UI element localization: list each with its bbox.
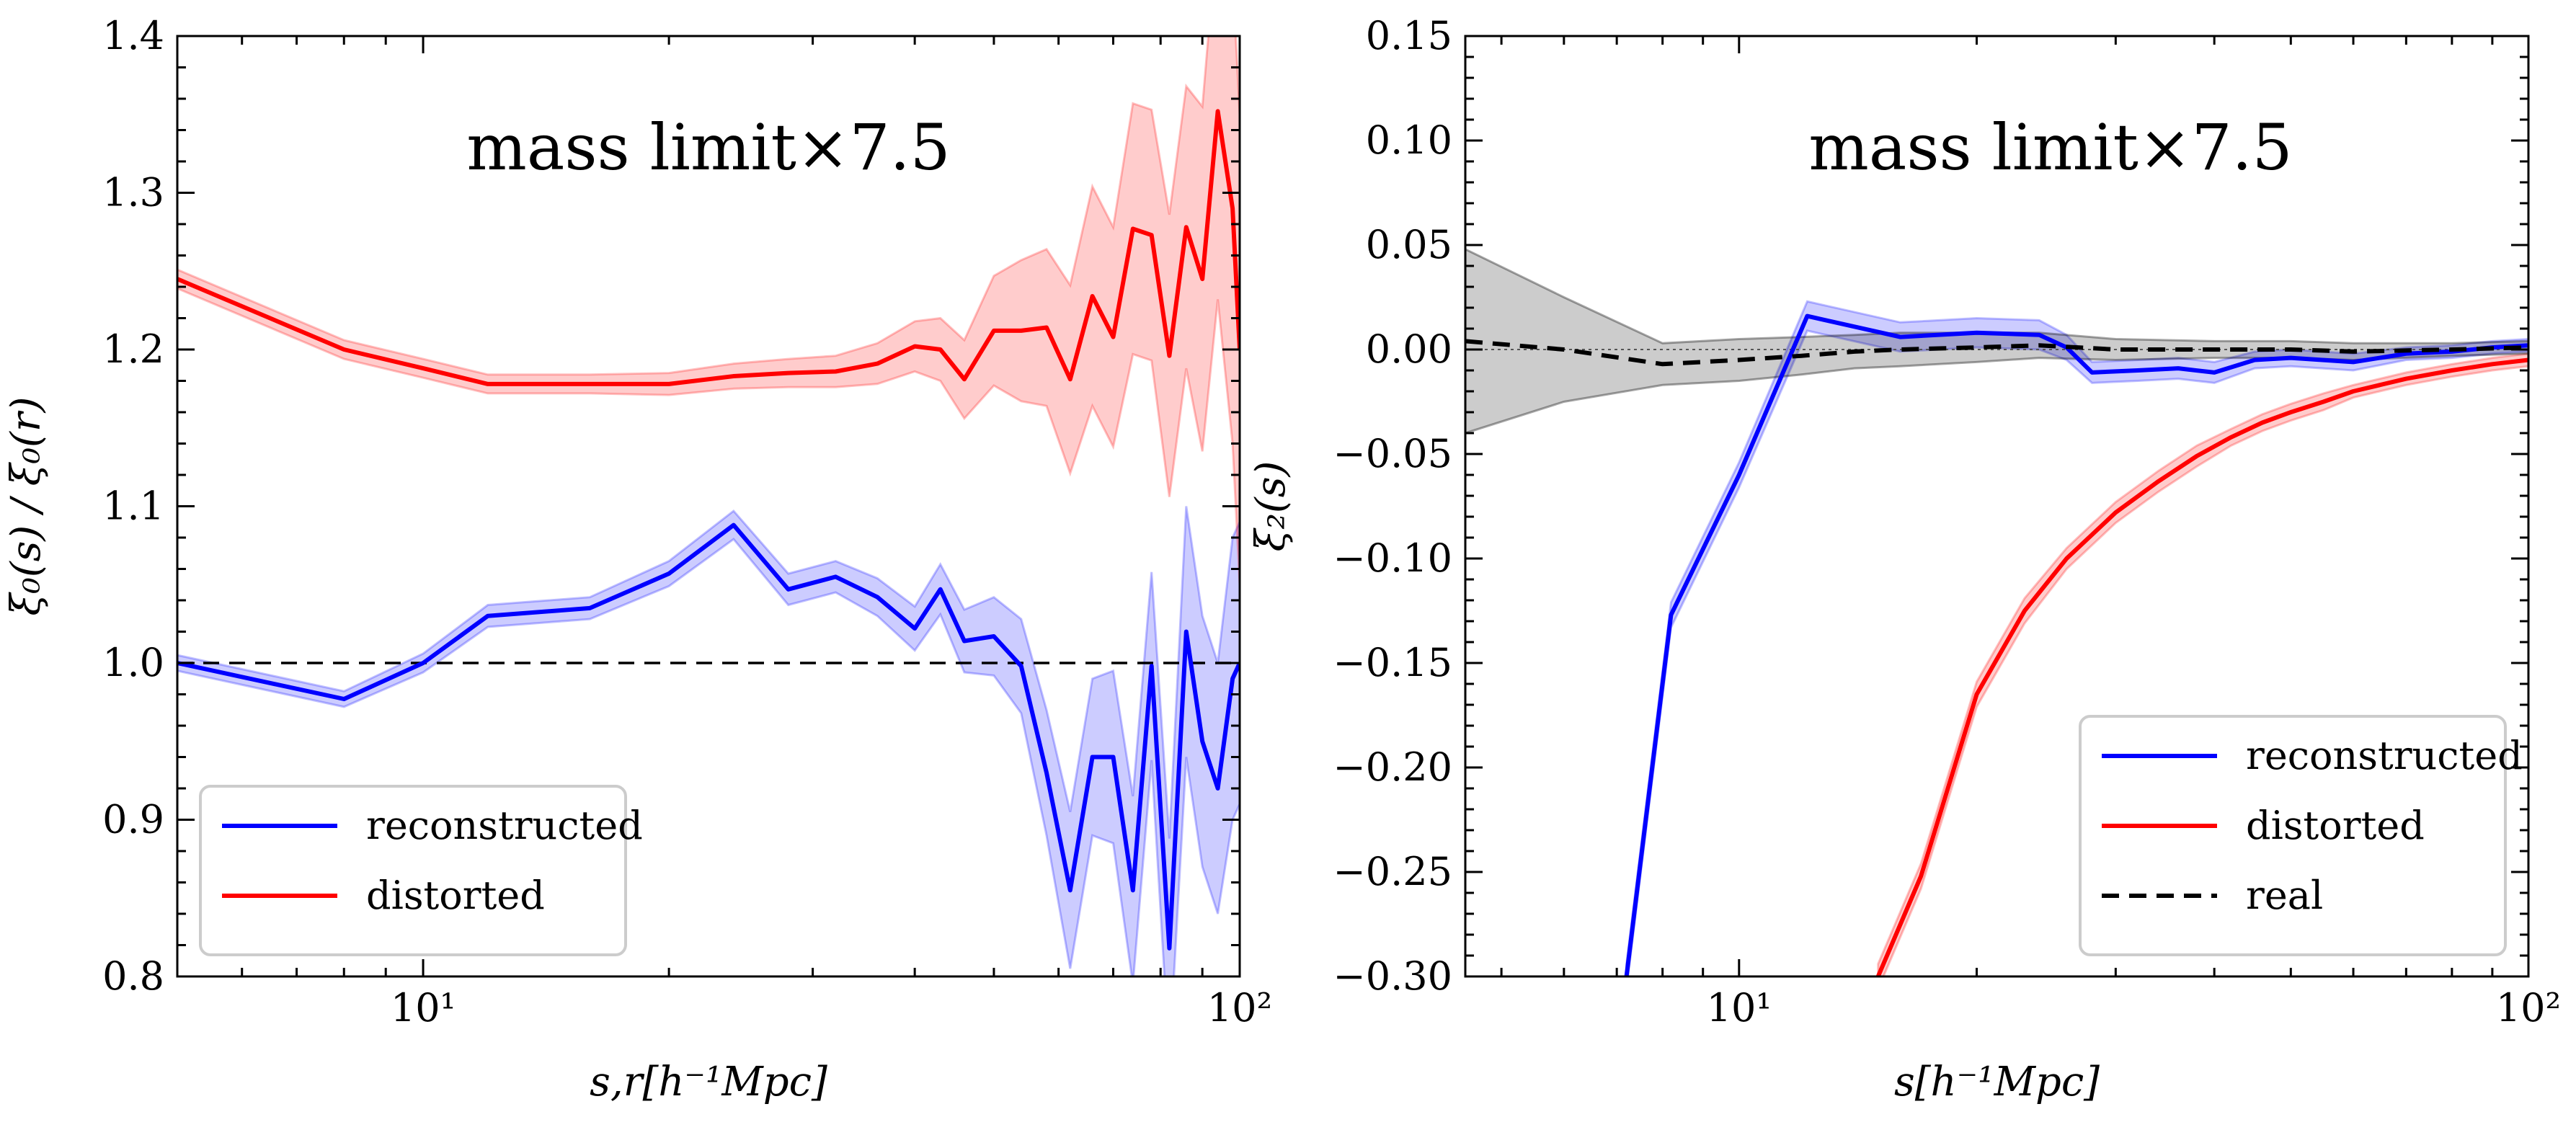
chart-annotation: mass limit×7.5 xyxy=(1808,110,2292,184)
x-axis-label: s[h⁻¹Mpc] xyxy=(1894,1059,2100,1105)
legend-box xyxy=(199,785,627,956)
x-tick-label: 10² xyxy=(1207,985,1272,1031)
y-axis-ticks xyxy=(177,35,1240,978)
legend: reconstructed distorted xyxy=(199,785,643,956)
y-tick-label: 0.8 xyxy=(102,953,164,999)
legend-label-reconstructed: reconstructed xyxy=(2246,733,2523,778)
series-line-reconstructed xyxy=(177,522,1240,951)
y-tick-label: 1.2 xyxy=(102,326,164,372)
y-tick-label: 1.1 xyxy=(102,484,164,529)
x-tick-label: 10¹ xyxy=(1707,985,1772,1031)
y-axis-label: ξ₀(s) / ξ₀(r) xyxy=(3,397,50,616)
legend-label-distorted: distorted xyxy=(366,873,545,918)
y-tick-label: 1.3 xyxy=(102,170,164,215)
x-tick-label: 10² xyxy=(2496,985,2561,1031)
axes-frame xyxy=(1464,35,2530,978)
x-tick-label: 10¹ xyxy=(391,985,456,1031)
y-tick-label: −0.20 xyxy=(1333,744,1452,790)
y-tick-label: 1.0 xyxy=(102,640,164,685)
x-axis-ticks xyxy=(1500,36,2530,976)
legend: reconstructed distorted real xyxy=(2079,715,2523,956)
x-axis-label: s,r[h⁻¹Mpc] xyxy=(590,1059,827,1105)
y-tick-label: 0.15 xyxy=(1366,13,1452,58)
y-tick-label: −0.15 xyxy=(1333,640,1452,685)
y-tick-label: −0.10 xyxy=(1333,535,1452,581)
legend-label-real: real xyxy=(2246,873,2323,918)
plot-area xyxy=(177,36,1240,976)
y-tick-label: −0.25 xyxy=(1333,849,1452,894)
error-band-distorted xyxy=(177,36,1240,585)
left-chart-panel: 10¹ 10² 0.8 0.9 1.0 1.1 1.2 1.3 1.4 s,r[h⁻¹Mpc] ξ₀… xyxy=(3,13,1272,1105)
y-axis-ticks xyxy=(1465,35,2528,978)
y-tick-label: −0.30 xyxy=(1333,953,1452,999)
series-line-reconstructed xyxy=(1624,313,2528,976)
plot-area xyxy=(1465,248,2528,976)
series-line-real xyxy=(1465,339,2528,367)
y-tick-label: 0.10 xyxy=(1366,117,1452,163)
y-tick-label: 0.9 xyxy=(102,797,164,842)
series-line-distorted xyxy=(177,109,1240,386)
series-line-distorted xyxy=(1875,357,2528,976)
y-tick-label: 0.05 xyxy=(1366,222,1452,267)
right-chart-panel: 10¹ 10² −0.30 −0.25 −0.20 −0.15 −0.10 −0.05 0.00… xyxy=(1248,13,2561,1105)
y-tick-label: −0.05 xyxy=(1333,431,1452,476)
y-tick-label: 0.00 xyxy=(1366,326,1452,372)
y-axis-label: ξ₂(s) xyxy=(1248,461,1294,552)
error-band-reconstructed xyxy=(177,506,1240,976)
chart-annotation: mass limit×7.5 xyxy=(466,110,950,184)
legend-label-distorted: distorted xyxy=(2246,803,2425,848)
legend-label-reconstructed: reconstructed xyxy=(366,803,643,848)
y-tick-label: 1.4 xyxy=(102,13,164,58)
error-band-real xyxy=(1465,248,2528,435)
error-band-distorted xyxy=(1877,352,2528,976)
x-axis-ticks xyxy=(176,36,1241,976)
